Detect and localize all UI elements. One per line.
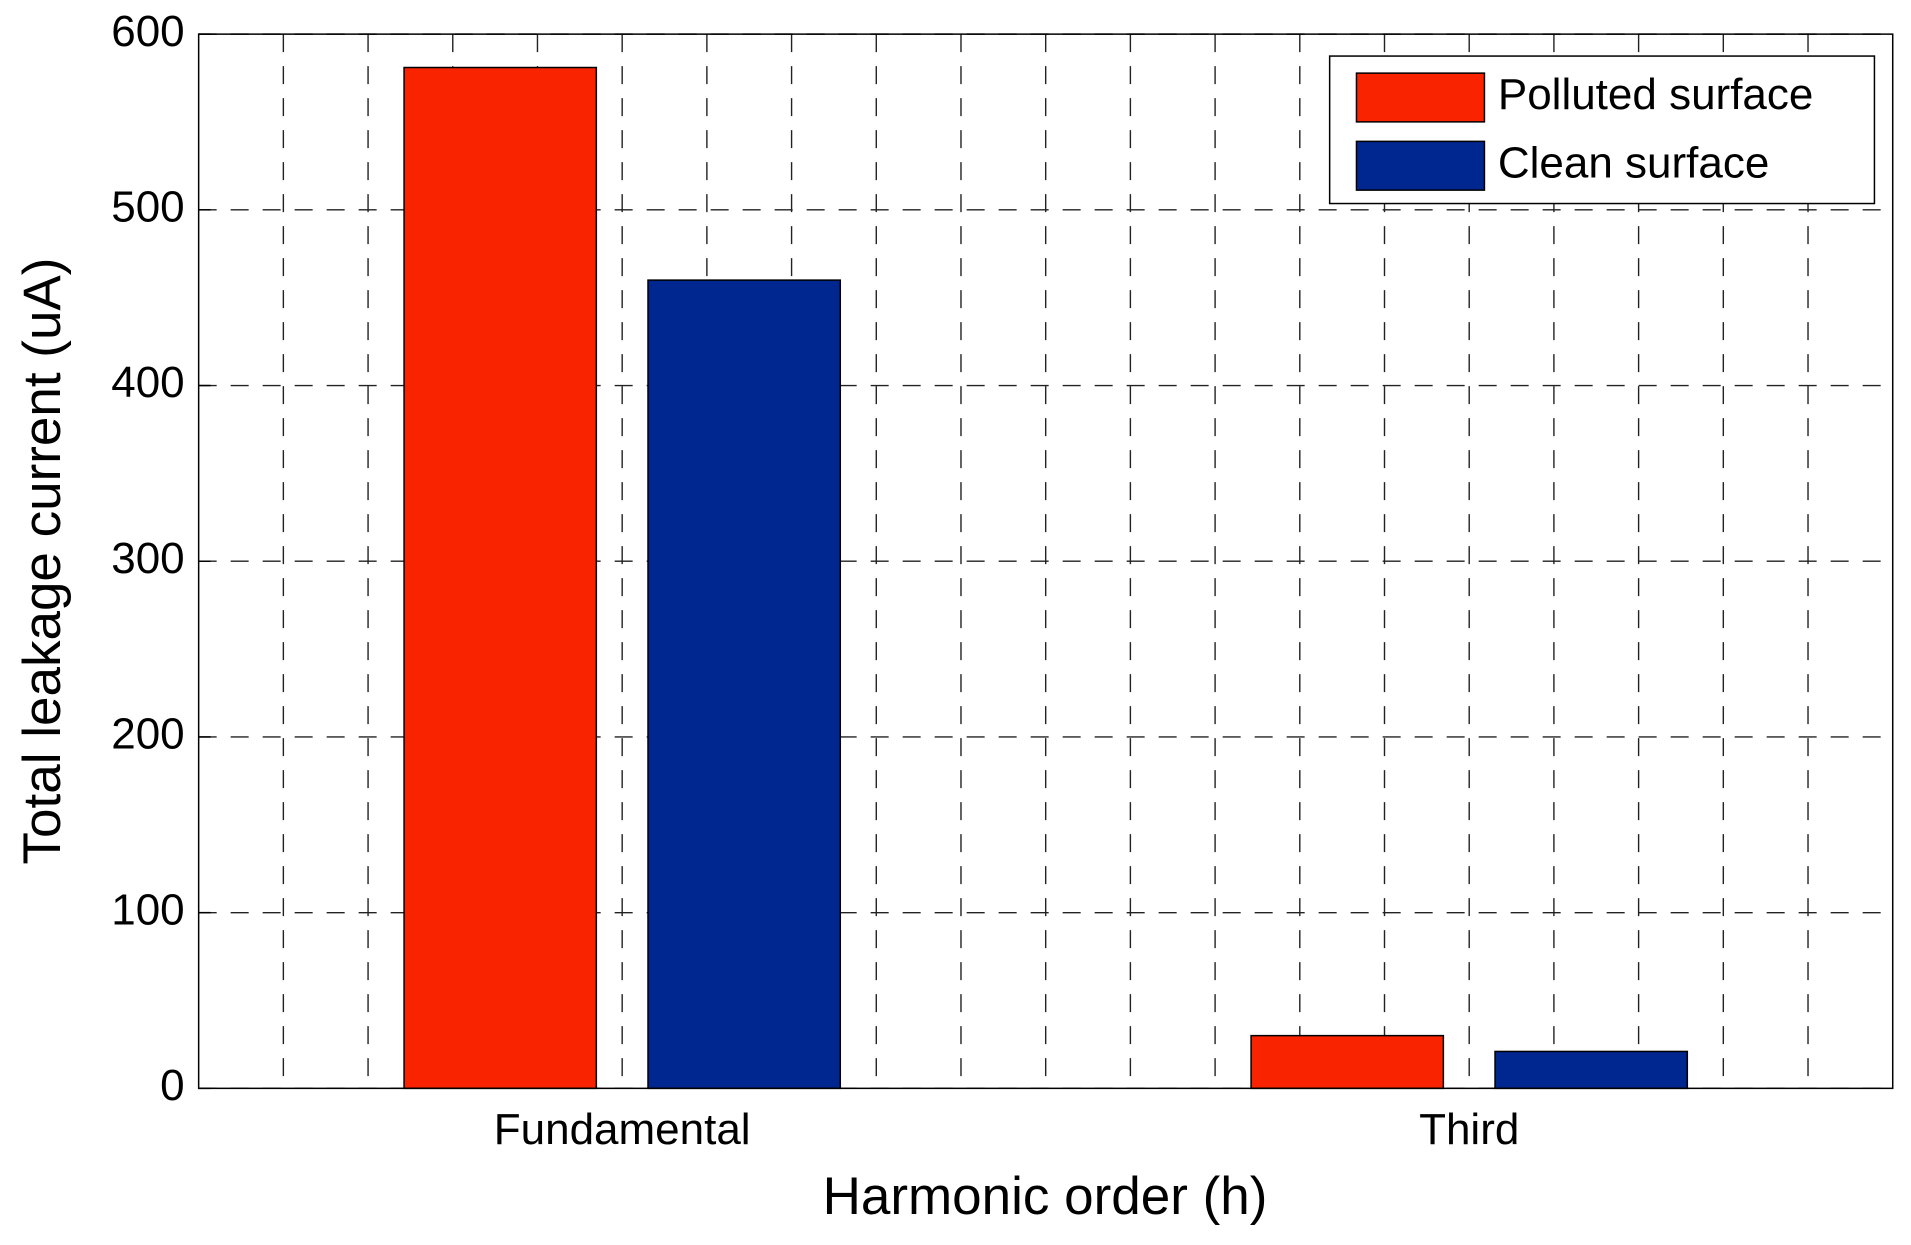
y-tick-label: 100 — [111, 885, 184, 934]
bar — [403, 66, 598, 1090]
y-tick-label: 500 — [111, 182, 184, 231]
y-tick-label: 300 — [111, 534, 184, 583]
bar — [1250, 1034, 1445, 1090]
x-axis-title: Harmonic order (h) — [823, 1167, 1268, 1226]
x-tick-label: Third — [1419, 1105, 1519, 1154]
y-tick-label: 0 — [160, 1061, 184, 1110]
y-axis-title: Total leakage current (uA) — [13, 258, 72, 865]
bar — [647, 279, 842, 1090]
plot-frame — [197, 33, 1894, 1090]
legend-swatch — [1355, 72, 1486, 123]
legend-label: Polluted surface — [1498, 70, 1814, 119]
x-tick-label: Fundamental — [494, 1105, 751, 1154]
y-tick-label: 600 — [111, 7, 184, 56]
legend-label: Clean surface — [1498, 138, 1769, 187]
legend-swatch — [1355, 140, 1486, 191]
bar — [1494, 1050, 1689, 1090]
y-tick-label: 400 — [111, 358, 184, 407]
y-tick-label: 200 — [111, 710, 184, 759]
